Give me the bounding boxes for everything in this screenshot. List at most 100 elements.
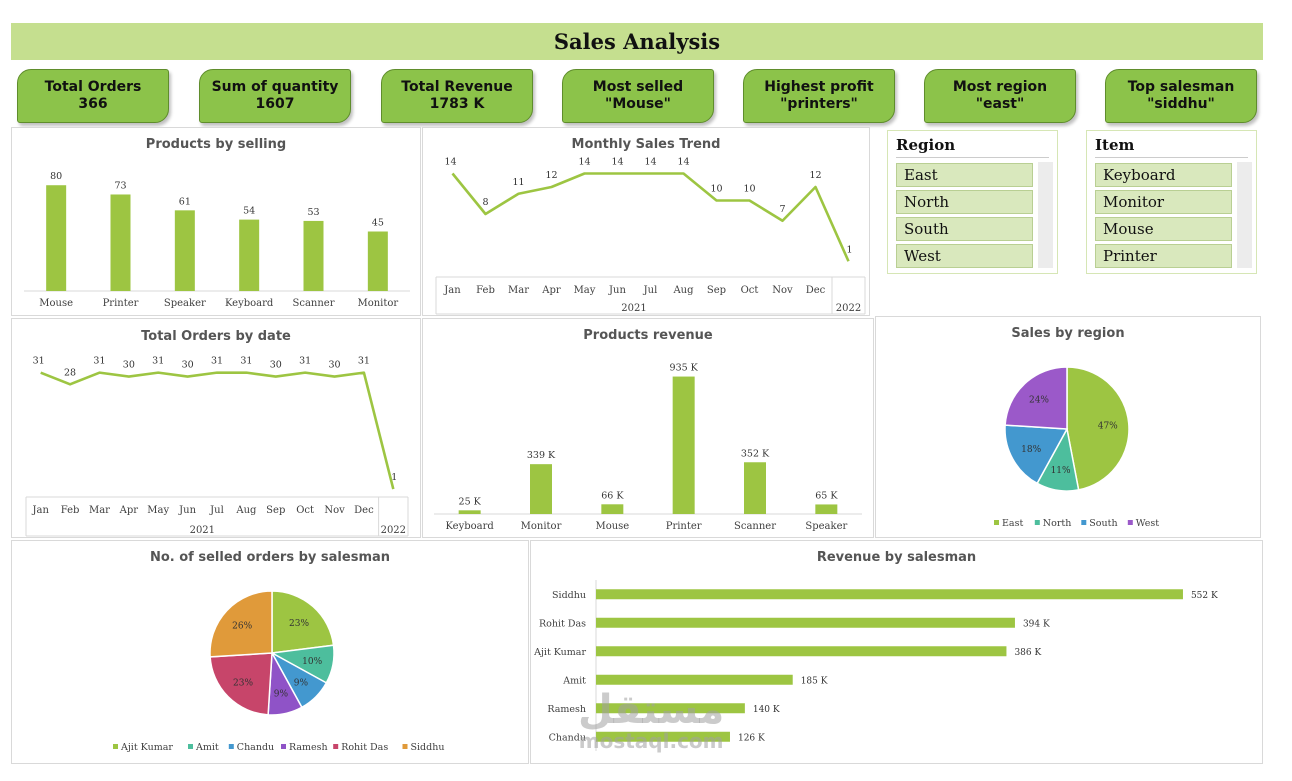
sales-by-region-chart: 47% 11% 18% 24% East North South West — [994, 366, 1159, 529]
data-label: 66 K — [601, 490, 624, 501]
tick-label: Nov — [772, 285, 793, 296]
data-label: 31 — [93, 356, 105, 367]
kpi-label: Sum of quantity — [211, 79, 339, 95]
tick-label: Ajit Kumar — [533, 647, 586, 658]
bar — [239, 219, 260, 291]
kpi-most-selled: Most selled "Mouse" — [562, 69, 714, 123]
slicer-item-north[interactable]: North — [896, 190, 1033, 214]
slicer-item-printer[interactable]: Printer — [1095, 244, 1232, 268]
tick-label: May — [574, 285, 596, 296]
data-label: 24% — [1029, 396, 1049, 406]
data-label: 14 — [611, 157, 623, 168]
data-label: 339 K — [527, 450, 556, 461]
bar — [46, 185, 67, 291]
data-label: 45 — [372, 218, 384, 229]
data-label: 53 — [307, 207, 319, 218]
tick-label: Mar — [89, 505, 110, 516]
data-label: 14 — [444, 157, 456, 168]
bar — [530, 464, 552, 514]
kpi-value: 366 — [78, 96, 108, 112]
revenue-by-salesman-panel: Revenue by salesman Siddhu 552 K Rohit Das… — [530, 540, 1263, 764]
data-label: 26% — [232, 621, 252, 631]
products-revenue-chart: 25 K Keyboard 339 K Monitor 66 K Mouse 935 K Pr… — [434, 363, 862, 532]
data-label: 14 — [677, 157, 689, 168]
data-label: 30 — [182, 360, 194, 371]
legend-swatch — [1081, 520, 1087, 525]
tick-label: Oct — [741, 285, 759, 296]
slicer-title: Item — [1095, 136, 1135, 154]
kpi-label: Total Orders — [44, 79, 142, 95]
tick-label: Printer — [666, 521, 702, 532]
data-label: 47% — [1098, 422, 1118, 432]
slicer-scrollbar[interactable] — [1237, 162, 1252, 268]
tick-label: Sep — [266, 505, 285, 516]
data-label: 14 — [578, 157, 590, 168]
legend-swatch — [994, 520, 999, 525]
tick-label: Monitor — [357, 298, 398, 309]
legend-label: Rohit Das — [341, 742, 388, 753]
kpi-value: "east" — [975, 96, 1025, 112]
kpi-value: 1783 K — [429, 96, 485, 112]
kpi-total-revenue: Total Revenue 1783 K — [381, 69, 533, 123]
legend-swatch — [228, 744, 234, 749]
sales-by-region-panel: Sales by region 47% 11% 18% 24% East North Sou… — [875, 316, 1261, 538]
data-label: 30 — [270, 360, 282, 371]
kpi-value: 1607 — [255, 96, 295, 112]
kpi-highest-profit: Highest profit "printers" — [743, 69, 895, 123]
data-label: 28 — [64, 367, 76, 378]
tick-label: Keyboard — [445, 521, 494, 532]
slicer-item-mouse[interactable]: Mouse — [1095, 217, 1232, 241]
legend-swatch — [188, 744, 193, 749]
data-label: 552 K — [1191, 591, 1218, 601]
tick-label: Feb — [61, 505, 80, 516]
tick-label: Dec — [354, 505, 374, 516]
group-label: 2021 — [190, 525, 215, 536]
data-label: 23% — [233, 678, 253, 688]
slicer-scrollbar[interactable] — [1038, 162, 1053, 268]
pie-slice — [209, 590, 273, 658]
orders-by-date-chart: 31 28 31 30 31 30 31 31 30 31 30 31 1 Jan Feb Mar Apr May… — [25, 356, 409, 537]
slicer-item-monitor[interactable]: Monitor — [1095, 190, 1232, 214]
watermark-logo: مستقل — [578, 687, 725, 733]
kpi-top-salesman: Top salesman "siddhu" — [1105, 69, 1257, 123]
tick-label: Mouse — [595, 521, 629, 532]
orders-by-date-panel: Total Orders by date 31 28 31 30 31 30 31 31 30 3… — [11, 318, 421, 538]
tick-label: Apr — [541, 285, 561, 296]
data-label: 185 K — [801, 676, 828, 686]
data-label: 1 — [391, 472, 397, 483]
data-label: 10 — [710, 184, 722, 195]
legend-label: Chandu — [237, 742, 274, 753]
data-label: 23% — [289, 619, 309, 629]
legend-label: East — [1002, 518, 1023, 529]
data-label: 935 K — [670, 363, 699, 374]
slicer-item-keyboard[interactable]: Keyboard — [1095, 163, 1232, 187]
tick-label: Rohit Das — [539, 618, 586, 629]
bar — [815, 504, 838, 514]
legend-label: Ramesh — [289, 742, 328, 753]
chart-title: Revenue by salesman — [816, 550, 977, 565]
slicer-item-south[interactable]: South — [896, 217, 1033, 241]
monthly-trend-chart: 14 8 11 12 14 14 14 14 10 10 7 12 1 Jan Feb Mar Apr May Ju… — [435, 157, 866, 315]
tick-label: Scanner — [293, 298, 335, 309]
data-label: 18% — [1021, 445, 1041, 455]
data-label: 12 — [809, 170, 821, 181]
tick-label: May — [147, 505, 169, 516]
slicer-item-east[interactable]: East — [896, 163, 1033, 187]
chart-title: Monthly Sales Trend — [571, 137, 721, 152]
legend-swatch — [113, 744, 118, 749]
data-label: 30 — [123, 360, 135, 371]
legend-swatch — [402, 744, 408, 749]
data-label: 9% — [294, 678, 309, 688]
tick-label: Keyboard — [225, 298, 274, 309]
kpi-value: "printers" — [780, 96, 858, 112]
tick-label: Mar — [508, 285, 529, 296]
pie-slice — [1004, 424, 1069, 485]
slicer-item-west[interactable]: West — [896, 244, 1033, 268]
kpi-label: Highest profit — [764, 79, 874, 95]
watermark: مستقل mostaql.com — [578, 690, 724, 752]
region-slicer: Region East North South West — [887, 130, 1058, 274]
orders-by-salesman-chart: 23% 10% 9% 9% 23% 26% Ajit Kumar Amit Chandu Rame… — [113, 590, 444, 753]
kpi-label: Top salesman — [1127, 79, 1235, 95]
data-label: 10 — [743, 184, 755, 195]
item-slicer: Item Keyboard Monitor Mouse Printer — [1086, 130, 1257, 274]
